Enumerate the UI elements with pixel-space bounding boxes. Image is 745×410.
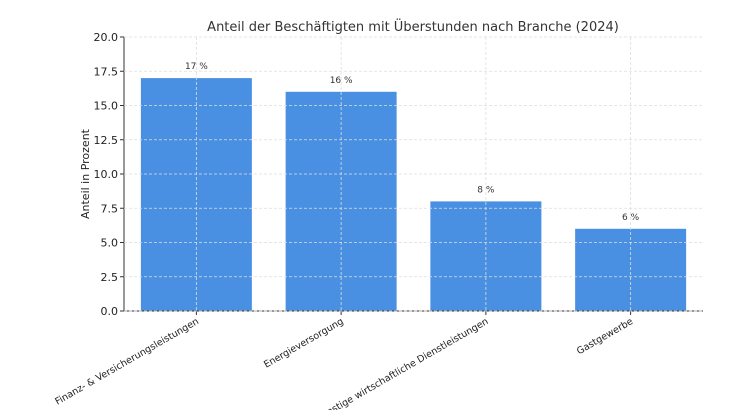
y-tick-label: 0.0: [101, 305, 119, 318]
x-tick-label: Gastgewerbe: [575, 316, 635, 357]
y-tick-label: 12.5: [94, 134, 119, 147]
y-tick-label: 5.0: [101, 237, 119, 250]
y-tick-label: 20.0: [94, 31, 119, 44]
data-label: 17 %: [185, 62, 208, 72]
x-tick-label: Sonstige wirtschaftliche Dienstleistunge…: [315, 316, 491, 410]
x-tick-label: Finanz- & Versicherungsleistungen: [53, 316, 201, 408]
data-label: 16 %: [330, 76, 353, 86]
y-axis-label: Anteil in Prozent: [79, 128, 92, 219]
y-tick-label: 10.0: [94, 168, 119, 181]
data-label: 6 %: [622, 213, 640, 223]
y-tick-label: 15.0: [94, 100, 119, 113]
y-tick-label: 7.5: [101, 202, 119, 215]
chart-title: Anteil der Beschäftigten mit Überstunden…: [207, 18, 619, 35]
data-label: 8 %: [477, 185, 495, 195]
x-tick-label: Energieversorgung: [262, 316, 346, 371]
y-tick-label: 2.5: [101, 271, 119, 284]
y-tick-label: 17.5: [94, 65, 119, 78]
